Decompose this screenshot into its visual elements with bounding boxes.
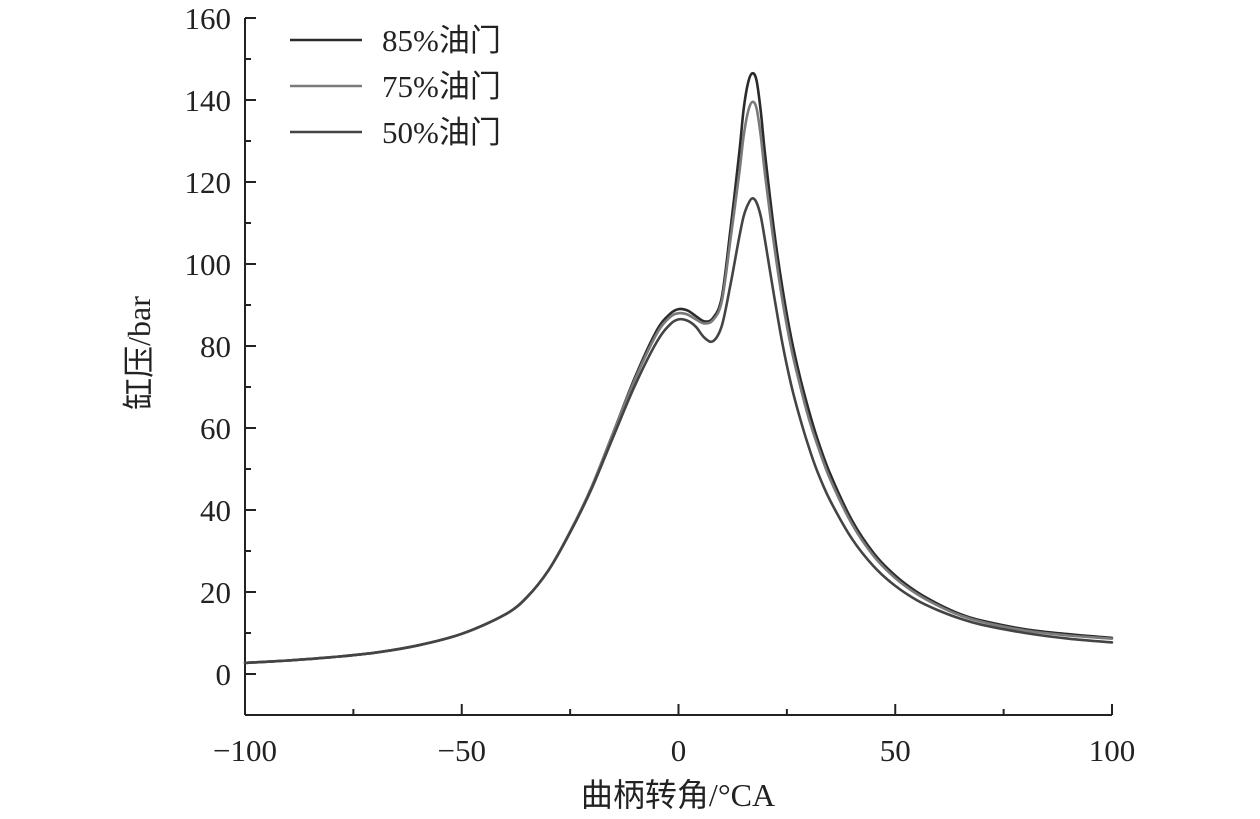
x-tick-label: 100 (1089, 733, 1136, 768)
series-line-2 (243, 100, 1114, 665)
y-tick-label: 140 (185, 83, 232, 118)
y-axis-title: 缸压/bar (121, 296, 157, 410)
y-tick-label: 100 (185, 247, 232, 282)
y-tick-label: 40 (200, 493, 231, 528)
x-tick-label: 0 (671, 733, 687, 768)
y-tick-label: 160 (185, 1, 232, 36)
y-tick-label: 60 (200, 411, 231, 446)
series-line-3 (243, 197, 1114, 665)
y-axis-ticks: 0 20 40 60 80 100 120 140 160 (185, 1, 256, 692)
x-axis-ticks: −100 −50 0 50 100 (213, 704, 1135, 768)
legend-label-3: 50%油门 (382, 115, 501, 150)
x-tick-label: −100 (213, 733, 277, 768)
y-tick-label: 0 (216, 657, 232, 692)
series-lines (243, 71, 1114, 665)
x-tick-label: −50 (438, 733, 486, 768)
x-tick-label: 50 (880, 733, 911, 768)
legend-label-2: 75%油门 (382, 69, 501, 104)
legend: 85%油门 75%油门 50%油门 (290, 23, 501, 150)
legend-label-1: 85%油门 (382, 23, 501, 58)
plot-frame (244, 18, 1112, 716)
y-tick-label: 120 (185, 165, 232, 200)
series-line-1 (243, 71, 1114, 665)
y-tick-label: 80 (200, 329, 231, 364)
y-tick-label: 20 (200, 575, 231, 610)
x-axis-title: 曲柄转角/°CA (581, 777, 775, 813)
